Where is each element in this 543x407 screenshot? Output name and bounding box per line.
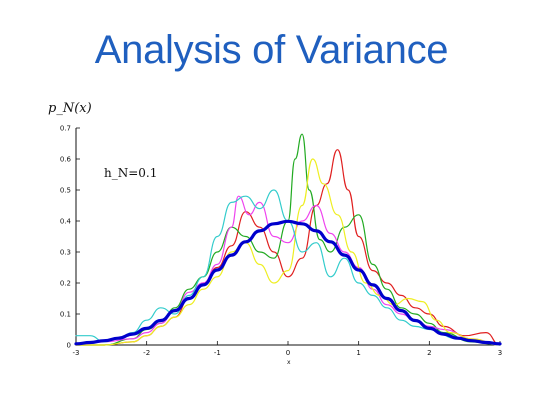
y-axis-label: p_N(x): [48, 101, 92, 116]
y-tick-label: 0: [67, 342, 71, 350]
y-tick-label: 0.7: [60, 125, 71, 133]
x-tick-label: -2: [143, 349, 150, 357]
series-group: [74, 133, 502, 346]
x-tick-label: 0: [286, 349, 290, 357]
y-tick-label: 0.1: [60, 311, 71, 319]
y-tick-label: 0.6: [60, 156, 72, 164]
series-line-5: [75, 189, 501, 346]
x-tick-label: 3: [498, 349, 502, 357]
y-tick-label: 0.2: [60, 280, 71, 288]
y-tick-label: 0.4: [60, 218, 72, 226]
axes: 0 0.1 0.2 0.3 0.4 0.5 0.6 0.7 -3 -2 -1 0 1 2 3: [60, 125, 502, 358]
x-tick-label: 2: [427, 349, 431, 357]
x-tick-label: -1: [214, 349, 221, 357]
x-tick-label: -3: [73, 349, 80, 357]
y-tick-label: 0.5: [60, 187, 71, 195]
slide-title: Analysis of Variance: [94, 28, 449, 72]
y-tick-label: 0.3: [60, 249, 71, 257]
series-line-4: [75, 158, 501, 346]
series-line-0: [74, 219, 502, 346]
bandwidth-annotation: h_N=0.1: [104, 166, 157, 180]
x-axis-label: x: [287, 359, 291, 366]
x-tick-label: 1: [356, 349, 360, 357]
